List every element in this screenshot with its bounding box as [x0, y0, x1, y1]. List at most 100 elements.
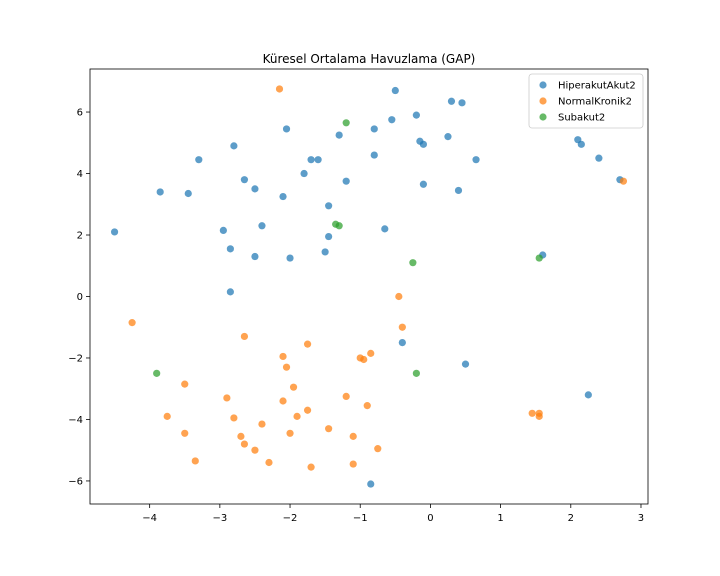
x-tick-label: 0	[427, 513, 433, 524]
data-point	[535, 254, 543, 262]
series-HiperakutAkut2	[110, 86, 624, 488]
y-tick-label: −2	[68, 353, 83, 364]
data-point	[461, 360, 470, 368]
data-point	[282, 363, 291, 371]
y-tick-label: 2	[77, 231, 83, 242]
data-point	[303, 340, 312, 348]
data-point	[181, 380, 189, 388]
data-point	[577, 140, 585, 148]
data-point	[381, 225, 389, 233]
data-point	[163, 412, 171, 420]
data-point	[419, 180, 427, 188]
data-point	[412, 111, 420, 119]
series-NormalKronik2	[128, 85, 628, 471]
y-tick-label: 6	[77, 108, 83, 119]
x-tick-label: 2	[568, 513, 574, 524]
data-point	[335, 222, 343, 230]
data-point	[342, 177, 350, 185]
x-axis: −4 −3 −2 −1 0 1 2 3	[142, 504, 644, 524]
data-point	[619, 177, 628, 185]
data-point	[444, 133, 452, 141]
data-point	[398, 323, 406, 331]
data-point	[110, 228, 119, 236]
data-point	[458, 99, 466, 107]
data-point	[391, 86, 399, 95]
x-tick-label: 1	[497, 513, 503, 524]
data-point	[240, 440, 249, 448]
data-point	[528, 409, 536, 417]
data-point	[595, 154, 603, 162]
data-point	[282, 125, 291, 133]
legend-marker	[539, 97, 547, 105]
data-point	[321, 248, 329, 256]
data-point	[342, 119, 350, 127]
data-point	[258, 420, 266, 428]
data-point	[240, 332, 249, 341]
data-point	[454, 186, 463, 195]
data-point	[195, 156, 203, 164]
data-point	[226, 288, 234, 296]
x-tick-label: −1	[353, 513, 368, 524]
data-point	[237, 432, 245, 440]
data-point	[279, 397, 287, 405]
data-point	[349, 460, 357, 468]
data-point	[370, 125, 378, 133]
data-point	[314, 156, 322, 164]
data-point	[342, 392, 350, 400]
data-point	[181, 429, 189, 437]
x-tick-label: −2	[283, 513, 298, 524]
data-point	[335, 131, 343, 139]
data-point	[360, 355, 368, 364]
data-point	[184, 189, 192, 198]
data-point	[191, 457, 199, 465]
data-point	[325, 425, 333, 433]
y-tick-label: 4	[77, 169, 83, 180]
data-point	[286, 429, 294, 437]
chart-title: Küresel Ortalama Havuzlama (GAP)	[263, 52, 476, 66]
x-tick-label: −4	[142, 513, 157, 524]
x-tick-label: −3	[212, 513, 227, 524]
data-point	[289, 383, 298, 391]
data-point	[251, 185, 259, 193]
data-point	[219, 226, 227, 234]
data-point	[153, 369, 161, 377]
data-point	[388, 116, 396, 124]
data-point	[374, 445, 382, 453]
data-point	[325, 232, 333, 241]
data-point	[363, 402, 371, 410]
data-point	[325, 202, 333, 210]
data-point	[223, 394, 231, 402]
data-point	[303, 406, 312, 414]
data-point	[156, 188, 164, 196]
data-point	[412, 369, 420, 377]
legend-label: NormalKronik2	[558, 97, 632, 108]
data-point	[230, 142, 238, 150]
data-point	[226, 245, 234, 253]
series-Subakut2	[153, 119, 543, 377]
points-layer	[110, 85, 628, 488]
data-point	[265, 458, 273, 467]
data-point	[535, 412, 543, 420]
data-point	[251, 252, 259, 261]
data-point	[409, 259, 417, 267]
data-point	[240, 176, 249, 184]
data-point	[584, 391, 592, 399]
data-point	[300, 169, 308, 178]
legend-marker	[539, 113, 547, 121]
data-point	[258, 222, 266, 230]
data-point	[286, 254, 294, 262]
data-point	[275, 85, 284, 93]
data-point	[398, 339, 406, 347]
y-tick-label: 0	[77, 292, 83, 303]
data-point	[395, 292, 403, 301]
data-point	[279, 352, 287, 361]
plot-frame	[89, 68, 649, 505]
data-point	[128, 319, 136, 327]
data-point	[419, 140, 427, 148]
legend-label: HiperakutAkut2	[558, 81, 636, 92]
y-tick-label: −4	[68, 415, 83, 426]
legend-box	[528, 73, 644, 129]
data-point	[370, 151, 378, 159]
